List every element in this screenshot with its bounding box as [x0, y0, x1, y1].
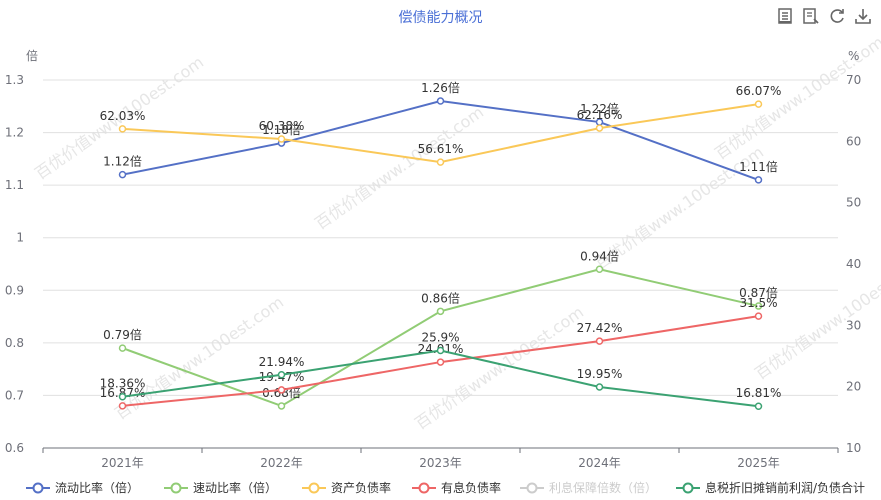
watermark-text: 百优价值www.100est.com — [311, 102, 487, 233]
data-point — [118, 170, 127, 179]
y-right-tick-label: 60 — [846, 134, 861, 148]
data-point — [436, 307, 445, 316]
data-label: 0.86倍 — [421, 290, 460, 305]
data-label: 1.22倍 — [580, 101, 619, 116]
legend-swatch-marker — [32, 482, 44, 494]
data-label: 18.36% — [100, 377, 146, 391]
x-tick-label: 2021年 — [101, 456, 144, 470]
data-point — [754, 302, 763, 310]
data-point — [277, 135, 286, 143]
data-label: 27.42% — [577, 321, 623, 335]
y-right-tick-label: 20 — [846, 380, 861, 394]
y-right-tick-label: 50 — [846, 196, 861, 210]
x-tick-label: 2025年 — [737, 456, 780, 470]
legend-swatch-marker — [418, 482, 430, 494]
legend-swatch-marker — [526, 482, 538, 494]
magic-type-icon[interactable] — [801, 6, 821, 26]
data-label: 1.26倍 — [421, 80, 460, 95]
y-left-tick-label: 0.8 — [5, 336, 24, 350]
watermark-text: 百优价值www.100est.com — [751, 252, 881, 383]
data-point — [118, 125, 127, 133]
data-point — [754, 402, 763, 410]
y-right-tick-label: 40 — [846, 257, 861, 271]
y-right-tick-label: 70 — [846, 73, 861, 87]
data-label: 0.79倍 — [103, 327, 142, 342]
y-left-tick-label: 0.9 — [5, 283, 24, 297]
legend-label: 有息负债率 — [441, 480, 501, 495]
data-label: 1.11倍 — [739, 159, 778, 174]
data-point — [436, 358, 445, 366]
data-label: 62.16% — [577, 108, 623, 122]
data-point — [436, 97, 445, 105]
data-point — [754, 100, 763, 108]
data-point — [595, 337, 604, 345]
data-label: 1.12倍 — [103, 154, 142, 169]
data-label: 0.87倍 — [739, 285, 778, 300]
legend-label: 息税折旧摊销前利润/负债合计 — [705, 480, 865, 495]
legend-label: 流动比率（倍） — [55, 480, 139, 495]
data-point — [754, 312, 763, 320]
y-left-tick-label: 1.2 — [5, 126, 24, 140]
data-point — [436, 158, 445, 166]
data-label: 21.94% — [259, 355, 305, 369]
legend-swatch-marker — [170, 482, 182, 494]
y-right-tick-label: 30 — [846, 318, 861, 332]
legend-label: 资产负债率 — [331, 480, 391, 495]
data-label: 56.61% — [418, 142, 464, 156]
legend-swatch-marker — [682, 482, 694, 494]
restore-icon[interactable] — [827, 6, 847, 26]
data-label: 1.18倍 — [262, 122, 301, 137]
save-image-icon[interactable] — [853, 6, 873, 26]
data-point — [595, 124, 604, 132]
y-left-unit: 倍 — [26, 48, 38, 63]
legend-label: 速动比率（倍） — [193, 480, 277, 495]
data-label: 19.95% — [577, 367, 623, 381]
watermark-text: 百优价值www.100est.com — [411, 302, 587, 433]
data-point — [436, 346, 445, 355]
x-tick-label: 2022年 — [260, 456, 303, 470]
data-label: 31.5% — [739, 296, 777, 310]
y-left-tick-label: 1.3 — [5, 73, 24, 87]
data-label: 66.07% — [736, 84, 782, 98]
y-left-tick-label: 1 — [16, 231, 24, 245]
x-tick-label: 2023年 — [419, 456, 462, 470]
legend-swatch-marker — [308, 482, 320, 494]
y-right-unit: % — [848, 49, 859, 63]
y-right-tick-label: 10 — [846, 441, 861, 455]
y-left-tick-label: 1.1 — [5, 178, 24, 192]
data-point — [754, 176, 763, 184]
data-point — [118, 392, 127, 401]
x-tick-label: 2024年 — [578, 456, 621, 470]
y-left-tick-label: 0.7 — [5, 388, 24, 402]
data-label: 16.87% — [100, 386, 146, 400]
data-point — [277, 371, 286, 379]
data-point — [118, 402, 127, 410]
data-point — [277, 402, 286, 410]
data-view-icon[interactable] — [775, 6, 795, 26]
data-label: 62.03% — [100, 109, 146, 123]
data-point — [595, 383, 604, 391]
data-point — [595, 265, 604, 274]
data-label: 16.81% — [736, 386, 782, 400]
data-label: 60.38% — [259, 119, 305, 133]
y-left-tick-label: 0.6 — [5, 441, 24, 455]
chart-toolbar — [775, 6, 873, 26]
data-label: 25.9% — [421, 330, 459, 344]
chart-title: 偿债能力概况 — [398, 10, 483, 26]
data-point — [277, 386, 286, 394]
legend-label: 利息保障倍数（倍） — [549, 480, 657, 495]
data-point — [118, 344, 127, 352]
data-label: 0.94倍 — [580, 248, 619, 263]
